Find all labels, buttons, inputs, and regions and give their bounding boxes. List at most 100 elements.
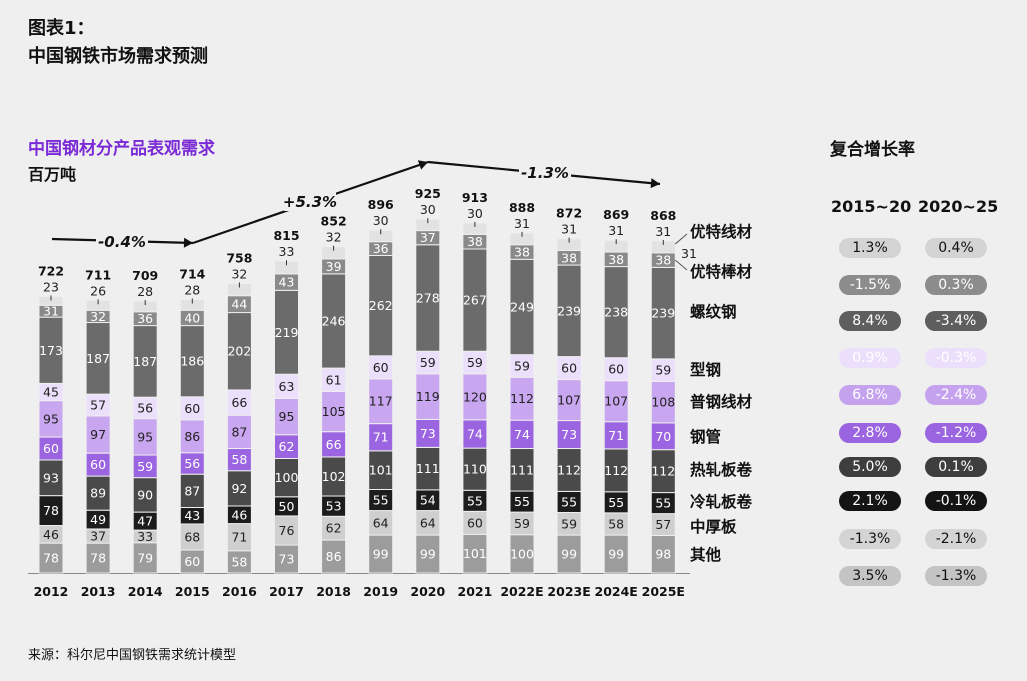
bar-segment [509, 534, 535, 574]
legend-label: 中厚板 [690, 517, 737, 536]
bar-value-label: 36 [137, 311, 153, 326]
bar-segment [321, 390, 347, 433]
bar-value-label: 66 [326, 437, 342, 452]
bar-value-label: 78 [43, 503, 59, 518]
bar-value-label: 43 [279, 275, 295, 290]
bar-total-label: 888 [509, 200, 535, 215]
bar-value-label: 70 [655, 429, 671, 444]
bar-value-label: 60 [90, 457, 106, 472]
bar-segment [415, 244, 441, 352]
bar-value-label: 28 [137, 284, 153, 299]
x-tick-label: 2014 [128, 584, 163, 599]
bar-value-label: 57 [655, 517, 671, 532]
x-tick-label: 2025E [642, 584, 685, 599]
bar-value-label: 100 [275, 470, 299, 485]
bar-value-label: 50 [279, 499, 295, 514]
bar-segment [85, 542, 111, 574]
bar-value-label: 73 [279, 552, 295, 567]
growth-rate-pill: 5.0% [839, 457, 901, 477]
bar-value-label: 71 [608, 428, 624, 443]
bar-value-label: 107 [557, 393, 581, 408]
bar-value-label: 62 [326, 521, 342, 536]
bar-value-label: 97 [90, 427, 106, 442]
growth-rate-pill: -3.4% [925, 311, 987, 331]
bar-value-label: 95 [43, 411, 59, 426]
bar-value-label: 186 [180, 354, 204, 369]
bar-segment [132, 418, 158, 456]
bar-segment [321, 431, 347, 458]
bar-value-label: 93 [43, 470, 59, 485]
bar-total-label: 714 [179, 267, 205, 282]
bar-segment [274, 544, 299, 574]
bar-value-label: 59 [561, 516, 577, 531]
trend-label-bg [96, 232, 148, 251]
bar-value-label: 53 [326, 499, 342, 514]
bar-value-label: 31 [43, 304, 59, 319]
bar-total-label: 852 [321, 214, 347, 229]
bar-value-label: 267 [463, 293, 487, 308]
bar-value-label: 74 [467, 426, 483, 441]
bar-value-label: 101 [463, 546, 487, 561]
growth-rate-pill: 6.8% [839, 385, 901, 405]
bar-value-label: 108 [651, 395, 675, 410]
bar-segment [603, 380, 629, 423]
bar-segment [368, 378, 394, 425]
bar-value-label: 26 [90, 283, 106, 298]
bar-segment [38, 542, 64, 574]
bar-segment [321, 456, 347, 497]
growth-rate-pill: 8.4% [839, 311, 901, 331]
bar-segment [556, 379, 582, 422]
bar-value-label: 86 [326, 549, 342, 564]
bar-value-label: 202 [227, 344, 251, 359]
legend-label: 螺纹钢 [690, 302, 737, 321]
growth-rate-pill: -2.1% [925, 529, 987, 549]
bar-value-label: 60 [373, 360, 389, 375]
trend-label-bg [519, 163, 571, 182]
bar-segment [274, 373, 299, 399]
x-tick-label: 2016 [222, 584, 257, 599]
bar-value-label: 99 [561, 547, 577, 562]
bar-segment [556, 264, 582, 358]
bar-value-label: 117 [369, 394, 393, 409]
chart-subtitle: 中国钢材分产品表观需求 [28, 139, 215, 159]
bar-value-label: 32 [326, 230, 342, 245]
bar-value-label: 55 [655, 496, 671, 511]
bar-value-label: 43 [184, 508, 200, 523]
legend-connector [674, 233, 688, 245]
bar-value-label: 99 [373, 547, 389, 562]
bar-segment [650, 266, 676, 360]
bar-value-label: 112 [557, 462, 581, 477]
bar-total-label: 709 [132, 268, 158, 283]
bar-value-label: 187 [86, 351, 110, 366]
legend-label: 冷轧板卷 [690, 492, 753, 511]
bar-value-label: 45 [43, 385, 59, 400]
bar-segment [368, 254, 394, 357]
growth-rate-pill: -0.1% [925, 491, 987, 511]
bar-segment [85, 322, 111, 395]
bar-segment [462, 447, 488, 491]
growth-rate-pill: 2.1% [839, 491, 901, 511]
bar-value-label: 111 [416, 461, 440, 476]
bar-segment [650, 534, 676, 574]
bar-value-label: 120 [463, 389, 487, 404]
bar-value-label: 89 [90, 486, 106, 501]
bar-value-label: 54 [420, 493, 436, 508]
bar-segment [415, 373, 441, 420]
bar-value-label: 44 [231, 297, 247, 312]
bar-value-label: 30 [467, 206, 483, 221]
legend-label: 热轧板卷 [690, 460, 753, 479]
x-tick-label: 2018 [316, 584, 351, 599]
bar-value-label: 46 [43, 527, 59, 542]
growth-rate-pill: -0.3% [925, 348, 987, 368]
legend-connector-value: 31 [681, 246, 697, 261]
legend-label: 型钢 [690, 360, 721, 379]
page-title: 中国钢铁市场需求预测 [28, 46, 208, 67]
bar-segment [603, 534, 629, 574]
x-tick-label: 2013 [81, 584, 116, 599]
bar-segment [509, 448, 535, 492]
bar-value-label: 33 [137, 529, 153, 544]
bar-segment [368, 423, 394, 452]
bar-value-label: 60 [184, 554, 200, 569]
growth-rate-pill: -2.4% [925, 385, 987, 405]
